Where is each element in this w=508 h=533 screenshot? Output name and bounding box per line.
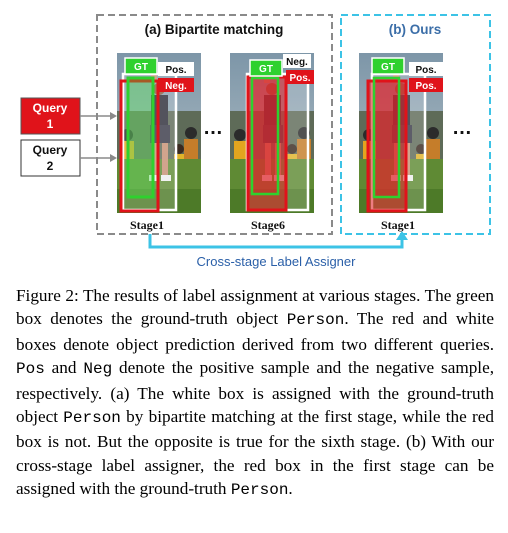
neg-tag-text: Neg. bbox=[286, 57, 308, 68]
red-box bbox=[246, 75, 288, 212]
red-box bbox=[119, 79, 160, 213]
query-arrows bbox=[80, 112, 117, 162]
ellipsis-b: … bbox=[452, 117, 472, 139]
caption-pos: Pos bbox=[16, 360, 45, 379]
cross-stage-bracket bbox=[148, 234, 404, 249]
query-2-label: Query bbox=[33, 143, 68, 157]
gt-box bbox=[372, 76, 401, 199]
panel-a-frame bbox=[96, 14, 333, 235]
pos-tag-red bbox=[409, 78, 443, 92]
figure-diagram: (a) Bipartite matching (b) Ours Query 1 … bbox=[20, 14, 491, 269]
gt-box bbox=[126, 76, 155, 199]
pos-tag-white bbox=[409, 62, 443, 76]
caption-neg: Neg bbox=[83, 360, 113, 379]
pos-tag-text: Pos. bbox=[289, 73, 310, 84]
bracket-arrowhead bbox=[396, 231, 408, 240]
gt-tag-text: GT bbox=[381, 62, 395, 73]
query-2-number: 2 bbox=[47, 159, 54, 173]
gt-tag-text: GT bbox=[259, 64, 273, 75]
image-stage6-a: GT Neg. Pos. bbox=[230, 53, 314, 213]
panel-b-frame bbox=[340, 14, 491, 235]
white-box bbox=[121, 72, 178, 212]
stage-label-stage1-a: Stage1 bbox=[130, 218, 164, 232]
caption-person-2: Person bbox=[63, 409, 121, 428]
gt-tag bbox=[124, 57, 158, 75]
stage-label-stage1-b: Stage1 bbox=[381, 218, 415, 232]
gt-tag bbox=[249, 59, 283, 77]
ellipsis-a: … bbox=[203, 117, 223, 139]
image-stage1-a: GT Pos. Neg. bbox=[117, 53, 201, 213]
figure-caption: Figure 2: The results of label assignmen… bbox=[16, 286, 495, 500]
gt-box bbox=[250, 76, 280, 196]
query-1-label: Query bbox=[33, 101, 68, 115]
neg-tag bbox=[158, 78, 194, 92]
caption-person-1: Person bbox=[286, 311, 345, 330]
pos-tag-text: Pos. bbox=[165, 65, 186, 76]
caption-person-3: Person bbox=[230, 481, 289, 500]
stage-label-stage6-a: Stage6 bbox=[251, 218, 285, 232]
pos-tag bbox=[158, 62, 194, 76]
neg-tag-text: Neg. bbox=[165, 81, 187, 92]
gt-tag bbox=[371, 57, 405, 75]
gt-tag-text: GT bbox=[134, 62, 148, 73]
pos-tag-text: Pos. bbox=[415, 65, 436, 76]
neg-tag bbox=[283, 54, 311, 68]
panel-b-title: (b) Ours bbox=[389, 22, 442, 37]
assigner-label: Cross-stage Label Assigner bbox=[197, 254, 357, 269]
pos-tag-red-text: Pos. bbox=[415, 81, 436, 92]
panel-a-title: (a) Bipartite matching bbox=[145, 22, 284, 37]
query-2-box bbox=[20, 139, 81, 177]
pos-tag bbox=[286, 70, 314, 84]
query-1-box bbox=[20, 97, 81, 135]
image-stage1-b: GT Pos. Pos. bbox=[359, 53, 443, 213]
query-1-number: 1 bbox=[47, 117, 54, 131]
